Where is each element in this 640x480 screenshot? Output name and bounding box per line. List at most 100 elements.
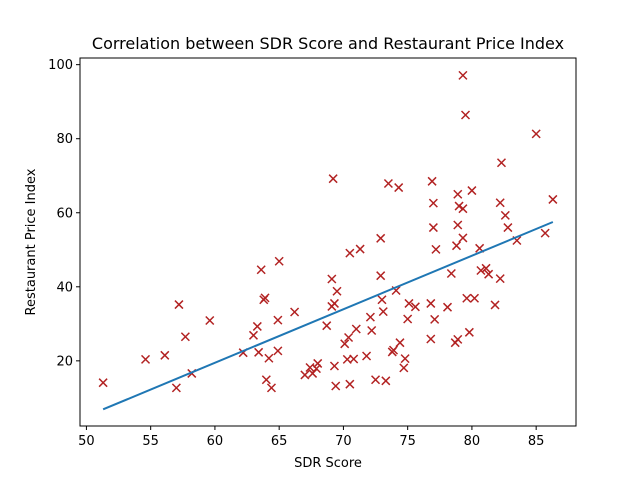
x-tick-label: 50 bbox=[78, 434, 95, 449]
scatter-point bbox=[313, 358, 323, 368]
scatter-point bbox=[484, 269, 494, 279]
scatter-point bbox=[254, 347, 264, 357]
scatter-point bbox=[273, 346, 283, 356]
scatter-point bbox=[345, 379, 355, 389]
scatter-point bbox=[351, 324, 361, 334]
scatter-point bbox=[403, 314, 413, 324]
scatter-point bbox=[404, 298, 414, 308]
scatter-point bbox=[371, 375, 381, 385]
scatter-point bbox=[453, 334, 463, 344]
chart-title: Correlation between SDR Score and Restau… bbox=[92, 34, 564, 53]
x-tick-label: 60 bbox=[207, 434, 224, 449]
scatter-point bbox=[340, 339, 350, 349]
scatter-point bbox=[430, 314, 440, 324]
scatter-point bbox=[462, 293, 472, 303]
scatter-point bbox=[377, 295, 387, 305]
scatter-point bbox=[141, 354, 151, 364]
scatter-point bbox=[442, 302, 453, 312]
scatter-point bbox=[367, 325, 377, 336]
scatter-point bbox=[378, 307, 388, 317]
scatter-point bbox=[531, 129, 541, 139]
scatter-point bbox=[469, 293, 480, 303]
scatter-point bbox=[300, 370, 310, 380]
scatter-point bbox=[394, 183, 404, 193]
scatter-point bbox=[331, 381, 341, 391]
scatter-point bbox=[496, 158, 507, 168]
scatter-point bbox=[428, 223, 438, 233]
scatter-point bbox=[332, 286, 342, 296]
scatter-point bbox=[328, 174, 338, 184]
y-tick-label: 100 bbox=[48, 58, 73, 73]
scatter-point bbox=[376, 271, 386, 281]
scatter-point bbox=[427, 176, 437, 186]
scatter-point bbox=[500, 210, 510, 220]
scatter-point bbox=[160, 350, 170, 360]
scatter-point bbox=[431, 244, 441, 254]
scatter-point bbox=[174, 300, 184, 310]
y-tick-label: 80 bbox=[56, 132, 73, 147]
x-axis-label: SDR Score bbox=[294, 456, 362, 471]
scatter-point bbox=[495, 274, 505, 284]
scatter-point bbox=[503, 223, 513, 233]
scatter-point bbox=[426, 298, 436, 308]
scatter-point bbox=[428, 198, 438, 208]
scatter-point bbox=[365, 312, 375, 322]
scatter-point bbox=[395, 338, 405, 348]
scatter-point bbox=[399, 363, 409, 373]
scatter-point bbox=[458, 70, 468, 80]
scatter-point bbox=[464, 327, 474, 337]
y-tick-label: 20 bbox=[56, 354, 73, 369]
x-axis-ticks: 50 55 60 65 70 75 80 85 bbox=[78, 426, 544, 449]
plot-area: 50 55 60 65 70 75 80 85 20 40 60 80 100 bbox=[48, 57, 577, 449]
scatter-point bbox=[355, 244, 365, 254]
y-tick-label: 60 bbox=[56, 206, 73, 221]
scatter-point bbox=[322, 321, 332, 331]
x-tick-label: 85 bbox=[528, 434, 545, 449]
scatter-point bbox=[446, 268, 456, 278]
scatter-point bbox=[548, 194, 558, 204]
scatter-point bbox=[274, 256, 284, 266]
scatter-point bbox=[481, 263, 491, 273]
scatter-point bbox=[273, 315, 283, 325]
scatter-point bbox=[458, 204, 468, 214]
scatter-point bbox=[264, 353, 274, 363]
scatter-point bbox=[389, 345, 399, 355]
x-tick-label: 70 bbox=[335, 434, 352, 449]
scatter-point bbox=[540, 228, 550, 238]
scatter-point bbox=[261, 375, 271, 385]
scatter-point bbox=[205, 315, 215, 326]
scatter-point bbox=[381, 376, 391, 386]
x-tick-label: 80 bbox=[464, 434, 481, 449]
trend-line bbox=[102, 221, 554, 411]
scatter-point bbox=[327, 274, 337, 284]
scatter-point bbox=[458, 233, 468, 243]
scatter-point bbox=[329, 361, 339, 371]
scatter-point bbox=[345, 248, 355, 258]
scatter-point bbox=[260, 293, 270, 303]
scatter-point bbox=[180, 332, 190, 342]
scatter-point bbox=[329, 298, 339, 308]
scatter-point bbox=[495, 198, 505, 208]
scatter-point bbox=[376, 233, 386, 243]
scatter-point bbox=[344, 332, 354, 343]
scatter-point bbox=[467, 186, 477, 196]
y-axis-ticks: 20 40 60 80 100 bbox=[48, 58, 80, 369]
data-marks bbox=[98, 70, 558, 411]
scatter-point bbox=[362, 351, 372, 361]
scatter-point bbox=[453, 189, 463, 199]
x-tick-label: 65 bbox=[271, 434, 288, 449]
scatter-point bbox=[410, 302, 420, 312]
scatter-point bbox=[311, 364, 321, 374]
scatter-point bbox=[383, 178, 393, 189]
scatter-point bbox=[451, 241, 462, 251]
scatter-point bbox=[426, 334, 436, 344]
scatter-point bbox=[349, 354, 359, 364]
scatter-point bbox=[290, 307, 300, 317]
y-tick-label: 40 bbox=[56, 280, 73, 295]
scatter-point bbox=[266, 383, 276, 393]
scatter-point bbox=[460, 110, 471, 120]
x-tick-label: 75 bbox=[399, 434, 416, 449]
scatter-point bbox=[454, 201, 464, 211]
